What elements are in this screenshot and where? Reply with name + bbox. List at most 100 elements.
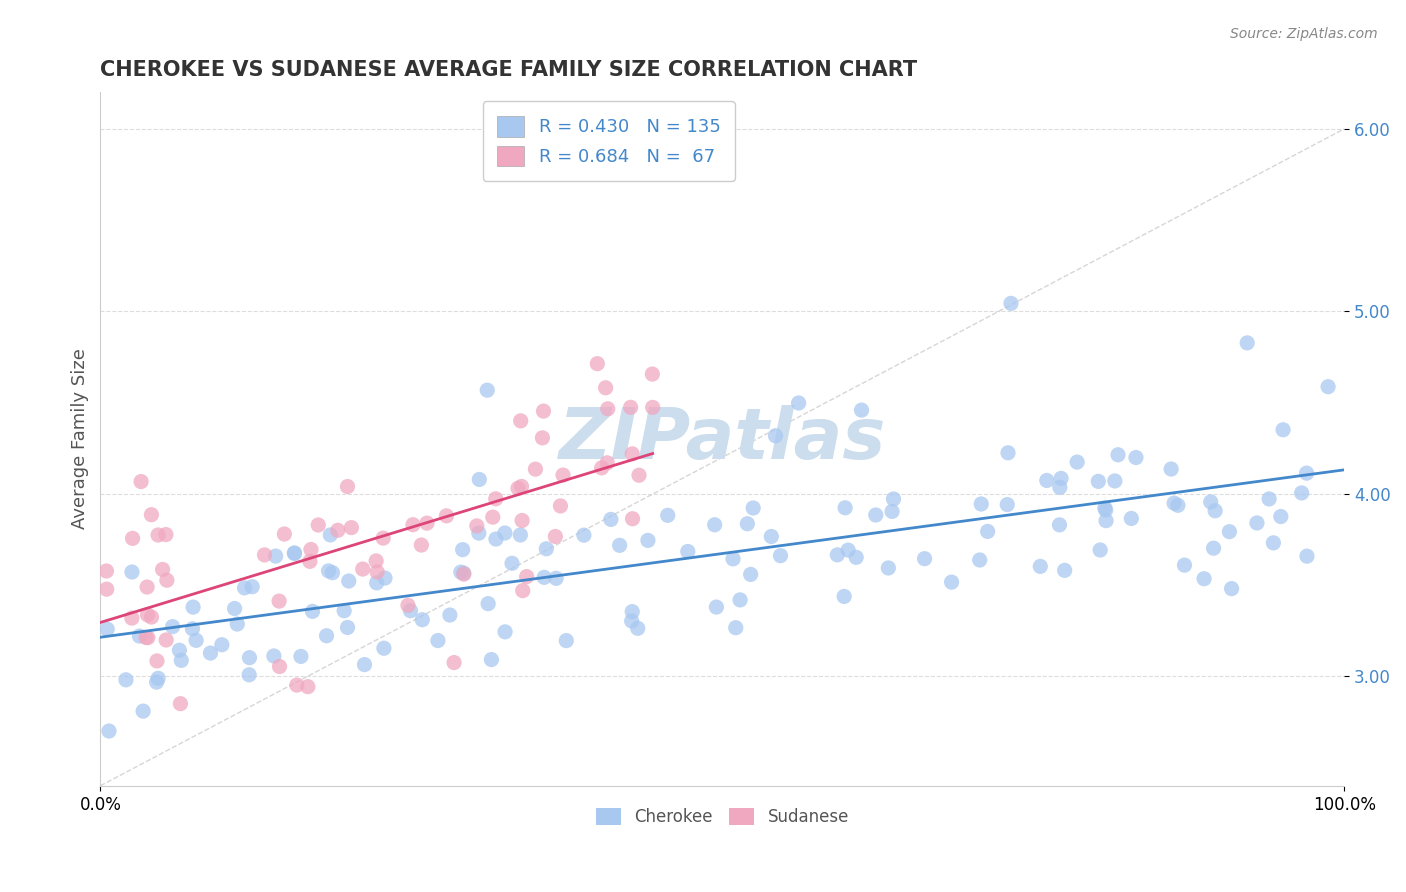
Point (880, 504, 903, 518)
Point (837, 543, 859, 558)
Point (141, 610, 163, 624)
Point (477, 597, 499, 611)
Point (283, 546, 305, 560)
Point (882, 491, 904, 506)
Point (155, 527, 177, 541)
Point (481, 652, 503, 666)
Point (366, 575, 388, 590)
Point (170, 653, 193, 667)
Text: Source: ZipAtlas.com: Source: ZipAtlas.com (1230, 27, 1378, 41)
Point (443, 656, 465, 670)
Point (524, 462, 547, 476)
Point (845, 550, 868, 565)
Point (336, 620, 359, 634)
Point (402, 517, 425, 532)
Point (1218, 524, 1240, 539)
Point (533, 404, 555, 418)
Point (1121, 511, 1143, 525)
Point (146, 528, 169, 542)
Point (510, 479, 533, 493)
Point (621, 447, 644, 461)
Point (1173, 558, 1195, 573)
Point (468, 473, 491, 487)
Point (333, 604, 356, 618)
Point (1053, 563, 1076, 577)
Point (595, 381, 617, 395)
Point (366, 565, 388, 579)
Point (238, 650, 260, 665)
Text: CHEROKEE VS SUDANESE AVERAGE FAMILY SIZE CORRELATION CHART: CHEROKEE VS SUDANESE AVERAGE FAMILY SIZE… (100, 60, 918, 79)
Point (135, 631, 157, 645)
Point (136, 607, 159, 622)
Point (761, 529, 783, 543)
Point (226, 617, 249, 632)
Point (156, 573, 179, 587)
Point (1095, 514, 1118, 528)
Point (340, 521, 363, 535)
Point (145, 675, 167, 690)
Point (641, 367, 664, 381)
Point (555, 633, 578, 648)
Point (1236, 335, 1258, 350)
Point (269, 594, 291, 608)
Point (1049, 517, 1071, 532)
Point (315, 629, 337, 643)
Point (621, 605, 644, 619)
Point (877, 561, 900, 575)
Point (485, 532, 508, 546)
Point (550, 499, 572, 513)
Point (321, 566, 343, 580)
Point (531, 431, 554, 445)
Point (96, 622, 118, 636)
Point (572, 528, 595, 542)
Point (494, 624, 516, 639)
Point (453, 566, 475, 580)
Point (297, 680, 319, 694)
Point (834, 500, 856, 515)
Point (1104, 474, 1126, 488)
Point (621, 512, 644, 526)
Point (1049, 480, 1071, 494)
Point (451, 542, 474, 557)
Point (468, 526, 491, 541)
Point (98, 724, 121, 739)
Point (136, 631, 159, 645)
Point (851, 403, 873, 417)
Point (96, 582, 118, 597)
Legend: Cherokee, Sudanese: Cherokee, Sudanese (589, 801, 856, 833)
Point (976, 524, 998, 539)
Point (827, 548, 849, 562)
Point (1270, 509, 1292, 524)
Point (1291, 486, 1313, 500)
Point (301, 604, 323, 618)
Point (1036, 474, 1059, 488)
Point (1199, 495, 1222, 509)
Point (596, 456, 619, 470)
Point (1107, 448, 1129, 462)
Point (146, 654, 169, 668)
Point (132, 704, 155, 718)
Point (637, 533, 659, 548)
Point (1202, 541, 1225, 556)
Point (290, 649, 312, 664)
Point (366, 554, 388, 568)
Point (509, 528, 531, 542)
Point (970, 497, 993, 511)
Point (765, 429, 787, 443)
Text: ZIPatlas: ZIPatlas (558, 405, 886, 474)
Point (509, 414, 531, 428)
Point (319, 528, 342, 542)
Point (586, 357, 609, 371)
Point (396, 599, 419, 613)
Point (1094, 503, 1116, 517)
Point (494, 526, 516, 541)
Point (706, 600, 728, 615)
Point (865, 508, 887, 522)
Point (742, 500, 765, 515)
Point (146, 671, 169, 685)
Point (737, 516, 759, 531)
Point (96, 564, 118, 578)
Point (399, 604, 422, 618)
Point (162, 620, 184, 634)
Point (152, 562, 174, 576)
